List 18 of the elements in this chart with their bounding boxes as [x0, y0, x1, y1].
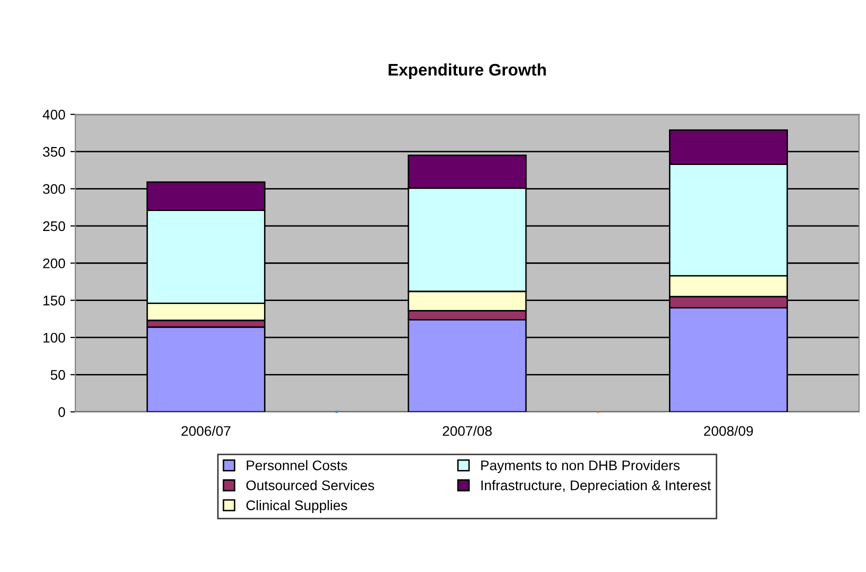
y-tick-label: 400	[42, 110, 66, 120]
legend-label: Clinical Supplies	[246, 500, 348, 513]
x-tick-label: 2008/09	[704, 426, 753, 436]
chart-title: Expenditure Growth	[388, 63, 546, 79]
legend-label: Infrastructure, Depreciation & Interest	[481, 480, 711, 494]
legend-label: Payments to non DHB Providers	[481, 460, 680, 474]
legend-label: Personnel Costs	[246, 460, 348, 470]
y-tick-label: 100	[44, 332, 66, 343]
y-tick-label: 50	[50, 370, 66, 380]
y-tick-label: 250	[43, 221, 66, 232]
y-tick-label: 350	[42, 146, 66, 157]
y-tick-label: 0	[58, 407, 66, 418]
y-tick-label: 300	[42, 184, 66, 194]
legend-label: Outsourced Services	[246, 480, 374, 490]
x-tick-label: 2006/07	[182, 426, 230, 436]
y-tick-label: 200	[43, 258, 66, 268]
y-tick-label: 150	[44, 296, 66, 306]
x-tick-label: 2007/08	[442, 426, 492, 436]
